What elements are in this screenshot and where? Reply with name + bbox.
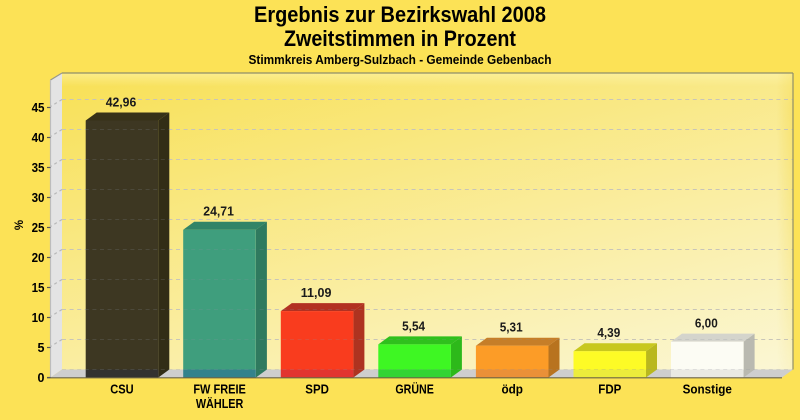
svg-text:Stimmkreis Amberg-Sulzbach - G: Stimmkreis Amberg-Sulzbach - Gemeinde Ge… xyxy=(249,52,552,67)
svg-text:10: 10 xyxy=(32,311,45,325)
svg-text:WÄHLER: WÄHLER xyxy=(196,396,244,411)
svg-text:5: 5 xyxy=(38,341,45,355)
svg-text:42,96: 42,96 xyxy=(106,96,137,110)
svg-text:40: 40 xyxy=(32,131,45,145)
svg-text:45: 45 xyxy=(32,101,45,115)
svg-text:30: 30 xyxy=(32,191,45,205)
svg-text:Zweitstimmen in Prozent: Zweitstimmen in Prozent xyxy=(284,26,516,51)
svg-text:FW FREIE: FW FREIE xyxy=(193,383,246,397)
svg-text:4,39: 4,39 xyxy=(597,326,620,340)
svg-text:35: 35 xyxy=(32,161,45,175)
svg-text:20: 20 xyxy=(32,251,45,265)
svg-text:FDP: FDP xyxy=(598,383,621,397)
svg-text:15: 15 xyxy=(32,281,45,295)
svg-text:GRÜNE: GRÜNE xyxy=(395,382,434,397)
svg-text:25: 25 xyxy=(32,221,45,235)
svg-text:ödp: ödp xyxy=(501,383,523,397)
svg-text:24,71: 24,71 xyxy=(203,205,234,219)
svg-text:11,09: 11,09 xyxy=(301,286,332,300)
svg-text:0: 0 xyxy=(38,371,45,385)
svg-text:6,00: 6,00 xyxy=(695,317,718,331)
svg-text:CSU: CSU xyxy=(110,383,133,397)
svg-text:Sonstige: Sonstige xyxy=(683,383,732,397)
svg-text:5,31: 5,31 xyxy=(500,321,523,335)
svg-text:SPD: SPD xyxy=(305,383,329,397)
svg-text:Ergebnis zur Bezirkswahl 2008: Ergebnis zur Bezirkswahl 2008 xyxy=(254,2,546,27)
svg-text:%: % xyxy=(14,220,26,230)
svg-text:5,54: 5,54 xyxy=(402,319,425,333)
